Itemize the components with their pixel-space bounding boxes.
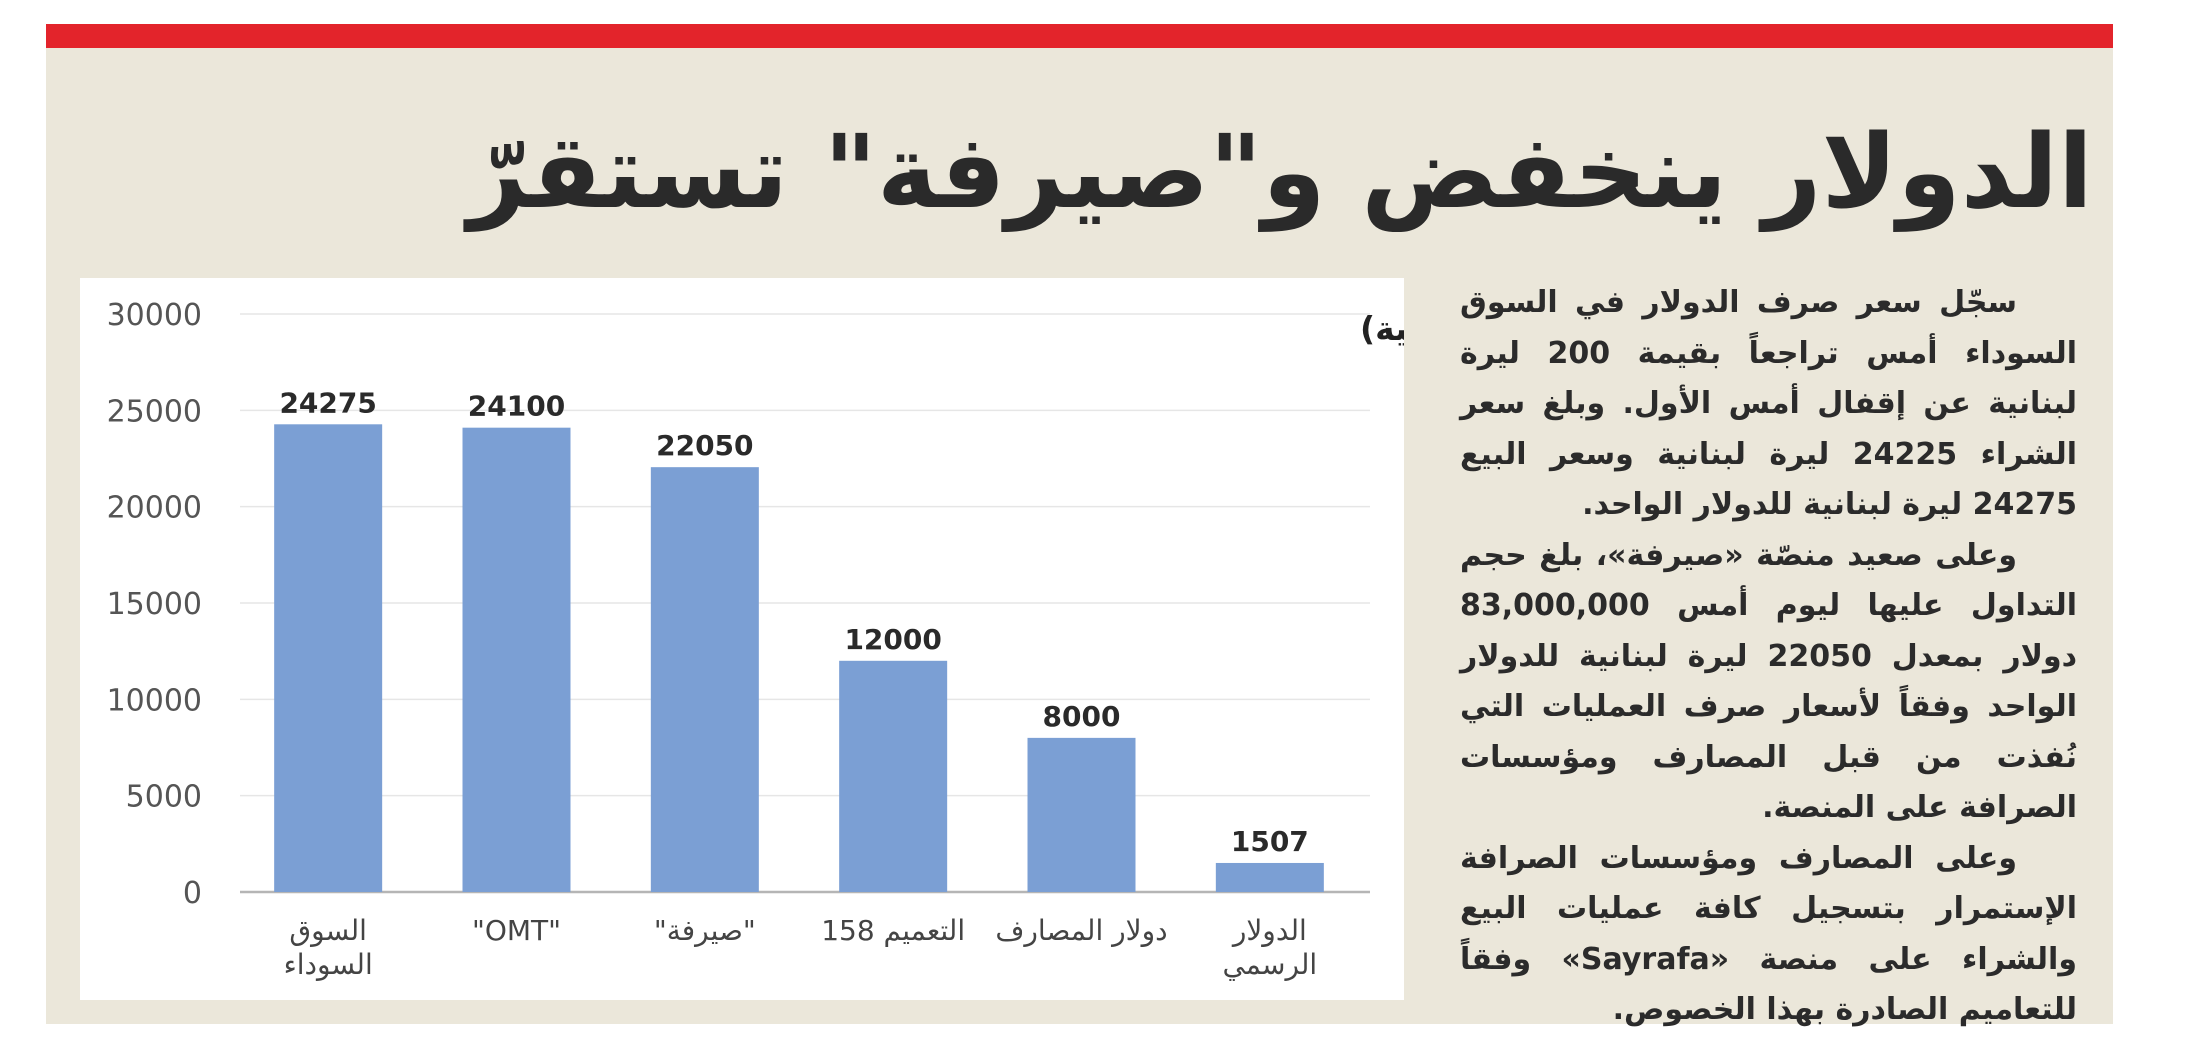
x-category-label: دولار المصارف: [995, 914, 1167, 947]
chart-unit-label: (بالليرة اللبنانية): [1360, 309, 1404, 349]
x-category-label: "صيرفة": [654, 914, 756, 947]
chart-data-labels: 24275 24100 22050 12000 8000 1507: [279, 386, 1308, 858]
bar-value-label: 1507: [1231, 825, 1309, 858]
article-paragraph: وعلى صعيد منصّة «صيرفة»، بلغ حجم التداول…: [1460, 537, 2077, 826]
bar-value-label: 24100: [468, 390, 565, 423]
bar: [1027, 737, 1136, 892]
x-category-label: الرسمي: [1222, 948, 1317, 981]
headline: الدولار ينخفض و"صيرفة" تستقرّ: [467, 113, 2093, 232]
y-tick-label: 15000: [107, 587, 202, 622]
y-tick-label: 20000: [107, 491, 202, 526]
bar-chart: (بالليرة اللبنانية) 0 5000 10000 15000 20000…: [80, 278, 1404, 1000]
y-tick-label: 0: [183, 876, 202, 911]
bar-chart-svg: (بالليرة اللبنانية) 0 5000 10000 15000 20000…: [107, 298, 1404, 981]
x-category-label: "OMT": [472, 914, 561, 947]
bar: [839, 660, 948, 892]
bar-value-label: 22050: [656, 429, 753, 462]
x-category-label: السوداء: [284, 948, 373, 981]
y-tick-label: 25000: [107, 394, 202, 429]
chart-bars: [274, 424, 1324, 892]
bar-value-label: 24275: [279, 386, 376, 419]
bar: [462, 427, 571, 892]
article-body: سجّل سعر صرف الدولار في السوق السوداء أم…: [1460, 278, 2077, 1036]
y-tick-label: 30000: [107, 298, 202, 333]
x-category-label: التعميم 158: [821, 914, 965, 947]
y-tick-label: 5000: [126, 780, 202, 815]
article-paragraph: سجّل سعر صرف الدولار في السوق السوداء أم…: [1460, 285, 2077, 522]
bar: [1215, 862, 1324, 892]
article-paragraph: وعلى المصارف ومؤسسات الصرافة الإستمرار ب…: [1460, 840, 2077, 1028]
bar-value-label: 12000: [844, 623, 941, 656]
accent-bar: [46, 24, 2113, 48]
x-category-label: السوق: [289, 914, 366, 947]
bar-value-label: 8000: [1043, 700, 1121, 733]
bar: [650, 467, 759, 892]
x-category-label: الدولار: [1231, 914, 1307, 947]
chart-grid: [240, 313, 1370, 894]
y-tick-label: 10000: [107, 683, 202, 718]
chart-y-axis: 0 5000 10000 15000 20000 25000 30000: [107, 298, 202, 911]
bar: [274, 424, 383, 892]
